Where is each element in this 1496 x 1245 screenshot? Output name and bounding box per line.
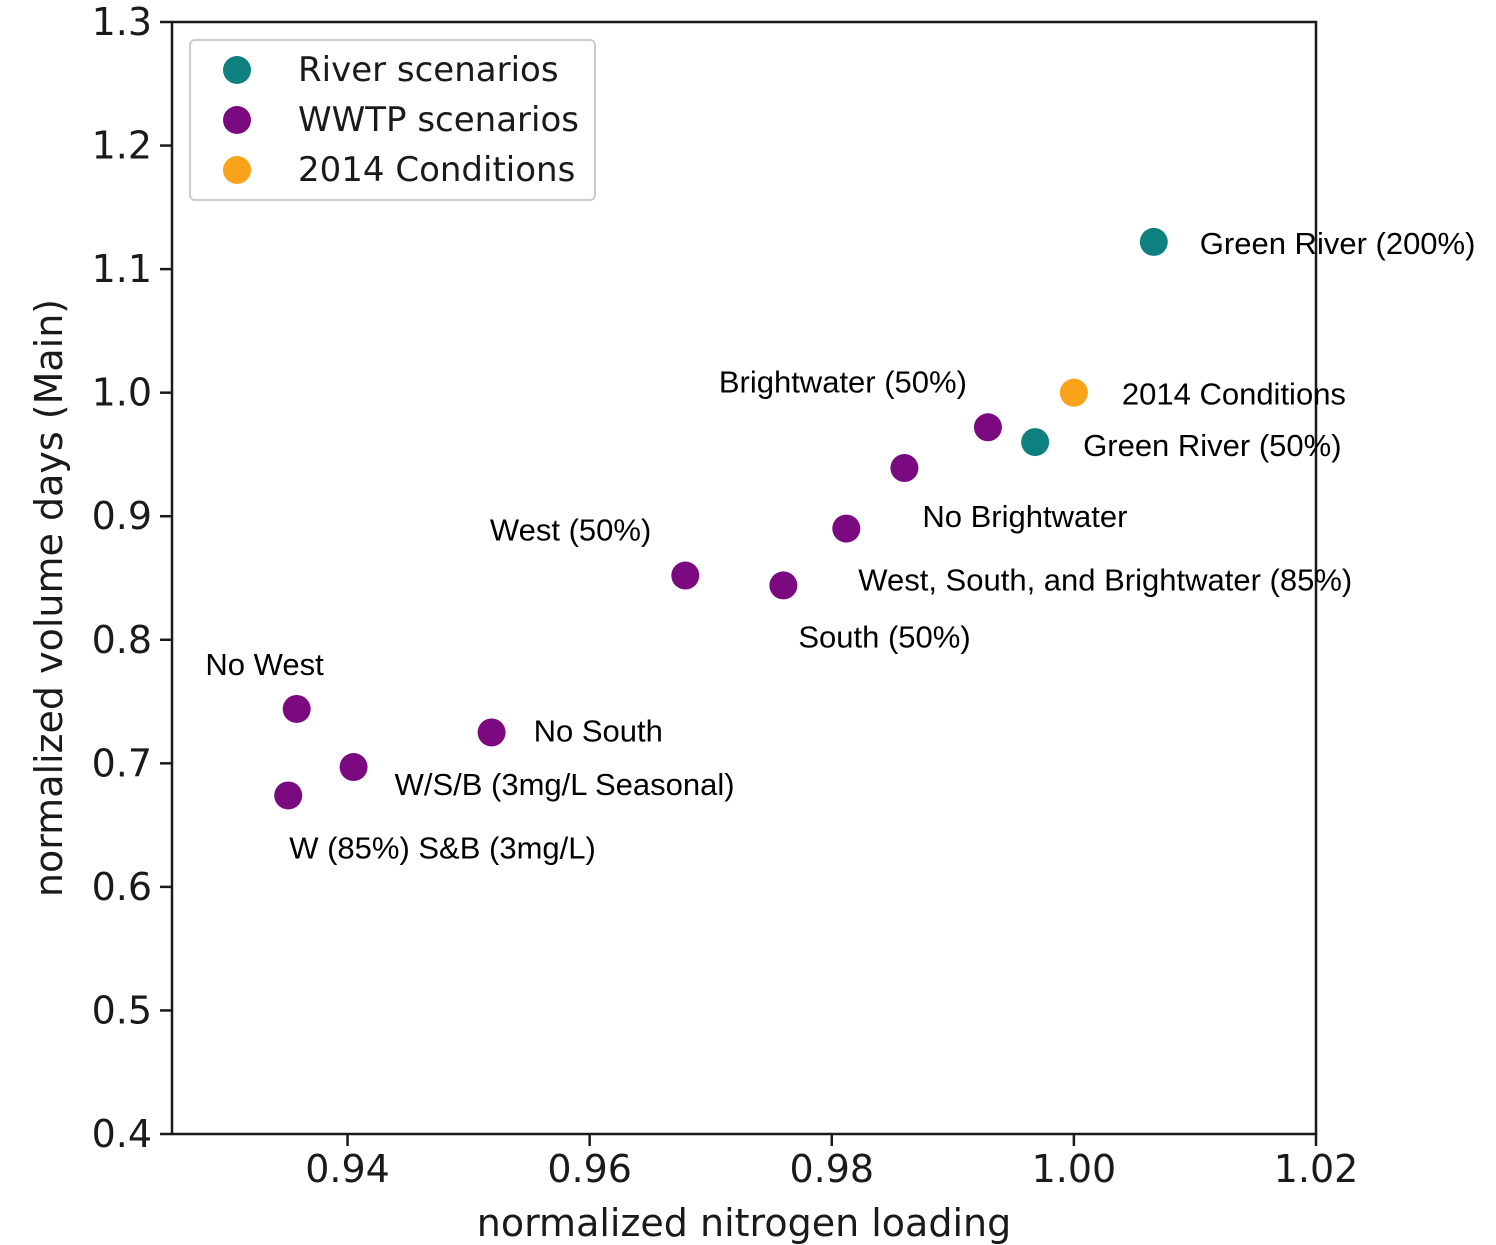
legend-marker xyxy=(223,156,251,184)
data-point xyxy=(769,571,798,600)
data-point xyxy=(477,718,506,747)
y-tick-label: 0.5 xyxy=(92,988,152,1032)
y-tick-label: 0.6 xyxy=(92,865,152,909)
data-point xyxy=(1139,227,1168,256)
data-point xyxy=(1059,378,1088,407)
x-tick-label: 1.02 xyxy=(1274,1147,1359,1191)
point-label: W/S/B (3mg/L Seasonal) xyxy=(395,767,735,802)
x-axis-title: normalized nitrogen loading xyxy=(477,1201,1011,1245)
y-tick-label: 0.8 xyxy=(92,618,152,662)
data-point xyxy=(1021,428,1050,457)
point-label: South (50%) xyxy=(798,619,970,654)
legend-entry: River scenarios xyxy=(298,50,559,90)
y-tick-label: 1.0 xyxy=(92,371,152,415)
legend-entry: 2014 Conditions xyxy=(298,150,575,190)
x-tick-label: 1.00 xyxy=(1032,1147,1117,1191)
point-label: No South xyxy=(534,713,663,748)
point-label: Green River (50%) xyxy=(1083,428,1341,463)
point-label: West (50%) xyxy=(490,513,651,548)
data-point xyxy=(832,514,861,543)
legend-box xyxy=(189,39,596,201)
y-tick-label: 1.3 xyxy=(92,0,152,44)
y-tick-label: 0.9 xyxy=(92,494,152,538)
point-label: No West xyxy=(205,647,324,682)
y-tick-label: 1.1 xyxy=(92,247,152,291)
axes: 0.94 0.96 0.98 1.00 1.02 0.4 0.5 0.6 0.7 0.8 0.9 1.… xyxy=(27,0,1358,1245)
point-label: 2014 Conditions xyxy=(1122,377,1346,412)
data-point xyxy=(973,413,1002,442)
data-point xyxy=(339,753,368,782)
y-tick-label: 0.4 xyxy=(92,1112,152,1156)
point-label: West, South, and Brightwater (85%) xyxy=(858,563,1352,598)
plot-frame xyxy=(170,20,1318,1136)
data-point xyxy=(671,561,700,590)
point-labels: Green River (200%) Green River (50%) Brigh… xyxy=(205,226,1475,866)
y-axis-title: normalized volume days (Main) xyxy=(27,299,71,897)
data-point xyxy=(890,454,919,483)
x-tick-label: 0.96 xyxy=(547,1147,632,1191)
y-tick-label: 0.7 xyxy=(92,741,152,785)
point-label: No Brightwater xyxy=(922,499,1127,534)
legend-entry: WWTP scenarios xyxy=(298,100,579,140)
point-label: W (85%) S&B (3mg/L) xyxy=(289,830,596,865)
data-point xyxy=(282,694,311,723)
x-tick-label: 0.94 xyxy=(305,1147,390,1191)
point-label: Green River (200%) xyxy=(1200,226,1476,261)
data-points xyxy=(274,227,1168,810)
point-label: Brightwater (50%) xyxy=(719,364,967,399)
legend-marker xyxy=(223,56,251,84)
x-tick-label: 0.98 xyxy=(789,1147,874,1191)
data-point xyxy=(274,781,303,810)
legend-marker xyxy=(223,106,251,134)
y-tick-label: 1.2 xyxy=(92,124,152,168)
legend: River scenarios WWTP scenarios 2014 Condit… xyxy=(189,39,596,201)
